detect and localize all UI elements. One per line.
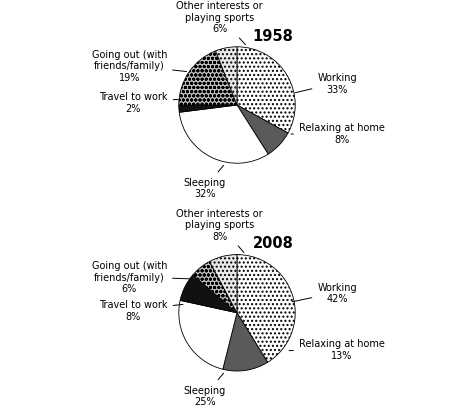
Wedge shape bbox=[179, 106, 237, 113]
Wedge shape bbox=[180, 275, 237, 313]
Wedge shape bbox=[179, 301, 237, 369]
Text: Sleeping
25%: Sleeping 25% bbox=[184, 373, 226, 406]
Text: Travel to work
8%: Travel to work 8% bbox=[99, 299, 183, 321]
Text: 1958: 1958 bbox=[253, 28, 293, 43]
Text: Relaxing at home
8%: Relaxing at home 8% bbox=[291, 123, 385, 145]
Wedge shape bbox=[223, 313, 268, 371]
Text: Going out (with
friends/family)
6%: Going out (with friends/family) 6% bbox=[91, 261, 193, 294]
Text: Travel to work
2%: Travel to work 2% bbox=[99, 92, 178, 114]
Wedge shape bbox=[193, 262, 237, 313]
Wedge shape bbox=[179, 52, 237, 106]
Text: Working
33%: Working 33% bbox=[295, 73, 357, 95]
Text: 2008: 2008 bbox=[253, 236, 293, 251]
Wedge shape bbox=[210, 255, 237, 313]
Text: Sleeping
32%: Sleeping 32% bbox=[184, 166, 226, 199]
Text: Going out (with
friends/family)
19%: Going out (with friends/family) 19% bbox=[91, 50, 186, 83]
Text: Working
42%: Working 42% bbox=[292, 282, 357, 304]
Text: Other interests or
playing sports
8%: Other interests or playing sports 8% bbox=[176, 208, 263, 253]
Text: Other interests or
playing sports
6%: Other interests or playing sports 6% bbox=[176, 1, 263, 46]
Wedge shape bbox=[237, 106, 288, 155]
Wedge shape bbox=[179, 106, 268, 164]
Text: Relaxing at home
13%: Relaxing at home 13% bbox=[289, 338, 385, 360]
Wedge shape bbox=[216, 47, 237, 106]
Wedge shape bbox=[237, 47, 295, 134]
Wedge shape bbox=[237, 255, 295, 363]
